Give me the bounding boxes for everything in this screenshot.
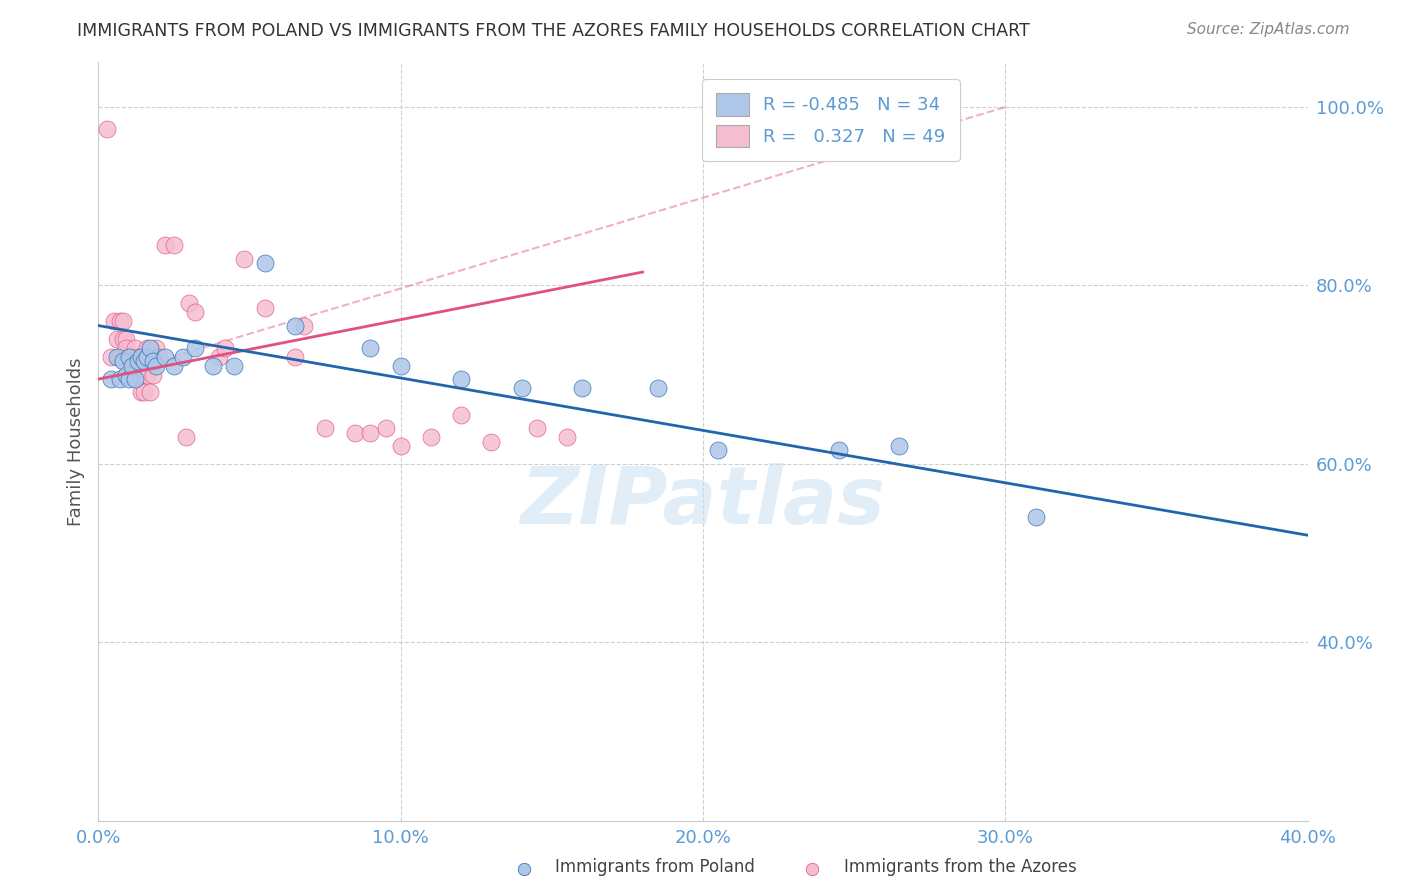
Point: [253, 256, 276, 270]
Point: [111, 314, 134, 328]
Point: [174, 430, 197, 444]
Point: [118, 350, 141, 364]
Point: [179, 296, 201, 310]
Point: [111, 332, 134, 346]
Point: [232, 252, 254, 266]
Point: [314, 421, 336, 435]
Point: [124, 350, 146, 364]
Point: [510, 381, 533, 395]
Point: [127, 354, 149, 368]
Point: [184, 341, 207, 355]
Point: [145, 359, 167, 373]
Point: [148, 350, 170, 364]
Point: [253, 301, 276, 315]
Point: [163, 238, 186, 252]
Point: [184, 305, 207, 319]
Point: [889, 439, 911, 453]
Point: [139, 385, 162, 400]
Point: [450, 408, 472, 422]
Point: [389, 359, 412, 373]
Text: Immigrants from the Azores: Immigrants from the Azores: [844, 858, 1077, 876]
Point: [828, 443, 851, 458]
Point: [481, 434, 503, 449]
Point: [647, 381, 669, 395]
Point: [145, 341, 167, 355]
Point: [124, 341, 146, 355]
Point: [571, 381, 593, 395]
Text: Source: ZipAtlas.com: Source: ZipAtlas.com: [1187, 22, 1350, 37]
Point: [118, 350, 141, 364]
Point: [344, 425, 367, 440]
Point: [96, 122, 118, 136]
Point: [118, 372, 141, 386]
Point: [129, 385, 152, 400]
Point: [202, 359, 225, 373]
Point: [100, 372, 122, 386]
Point: [153, 350, 176, 364]
Point: [389, 439, 412, 453]
Y-axis label: Family Households: Family Households: [66, 358, 84, 525]
Point: [513, 862, 536, 876]
Point: [124, 372, 146, 386]
Legend: R = -0.485   N = 34, R =   0.327   N = 49: R = -0.485 N = 34, R = 0.327 N = 49: [702, 79, 960, 161]
Point: [111, 350, 134, 364]
Point: [105, 332, 128, 346]
Point: [121, 359, 143, 373]
Point: [420, 430, 443, 444]
Point: [450, 372, 472, 386]
Point: [801, 862, 824, 876]
Point: [374, 421, 396, 435]
Point: [121, 350, 143, 364]
Text: Immigrants from Poland: Immigrants from Poland: [555, 858, 755, 876]
Point: [526, 421, 548, 435]
Point: [127, 368, 149, 382]
Point: [142, 368, 165, 382]
Point: [208, 350, 231, 364]
Point: [224, 359, 246, 373]
Point: [135, 341, 157, 355]
Point: [139, 341, 162, 355]
Point: [127, 350, 149, 364]
Point: [1024, 510, 1046, 524]
Point: [214, 341, 236, 355]
Point: [284, 318, 307, 333]
Point: [118, 368, 141, 382]
Point: [108, 372, 131, 386]
Point: [103, 314, 125, 328]
Point: [555, 430, 578, 444]
Point: [108, 350, 131, 364]
Point: [135, 368, 157, 382]
Point: [111, 354, 134, 368]
Point: [360, 341, 382, 355]
Point: [172, 350, 194, 364]
Point: [105, 350, 128, 364]
Point: [153, 238, 176, 252]
Text: IMMIGRANTS FROM POLAND VS IMMIGRANTS FROM THE AZORES FAMILY HOUSEHOLDS CORRELATI: IMMIGRANTS FROM POLAND VS IMMIGRANTS FRO…: [77, 22, 1031, 40]
Point: [114, 332, 136, 346]
Point: [108, 314, 131, 328]
Point: [142, 354, 165, 368]
Point: [132, 385, 155, 400]
Point: [114, 368, 136, 382]
Point: [707, 443, 730, 458]
Point: [163, 359, 186, 373]
Point: [121, 368, 143, 382]
Point: [284, 350, 307, 364]
Point: [114, 341, 136, 355]
Point: [129, 350, 152, 364]
Point: [292, 318, 315, 333]
Text: ZIPatlas: ZIPatlas: [520, 463, 886, 541]
Point: [132, 354, 155, 368]
Point: [129, 368, 152, 382]
Point: [360, 425, 382, 440]
Point: [100, 350, 122, 364]
Point: [135, 350, 157, 364]
